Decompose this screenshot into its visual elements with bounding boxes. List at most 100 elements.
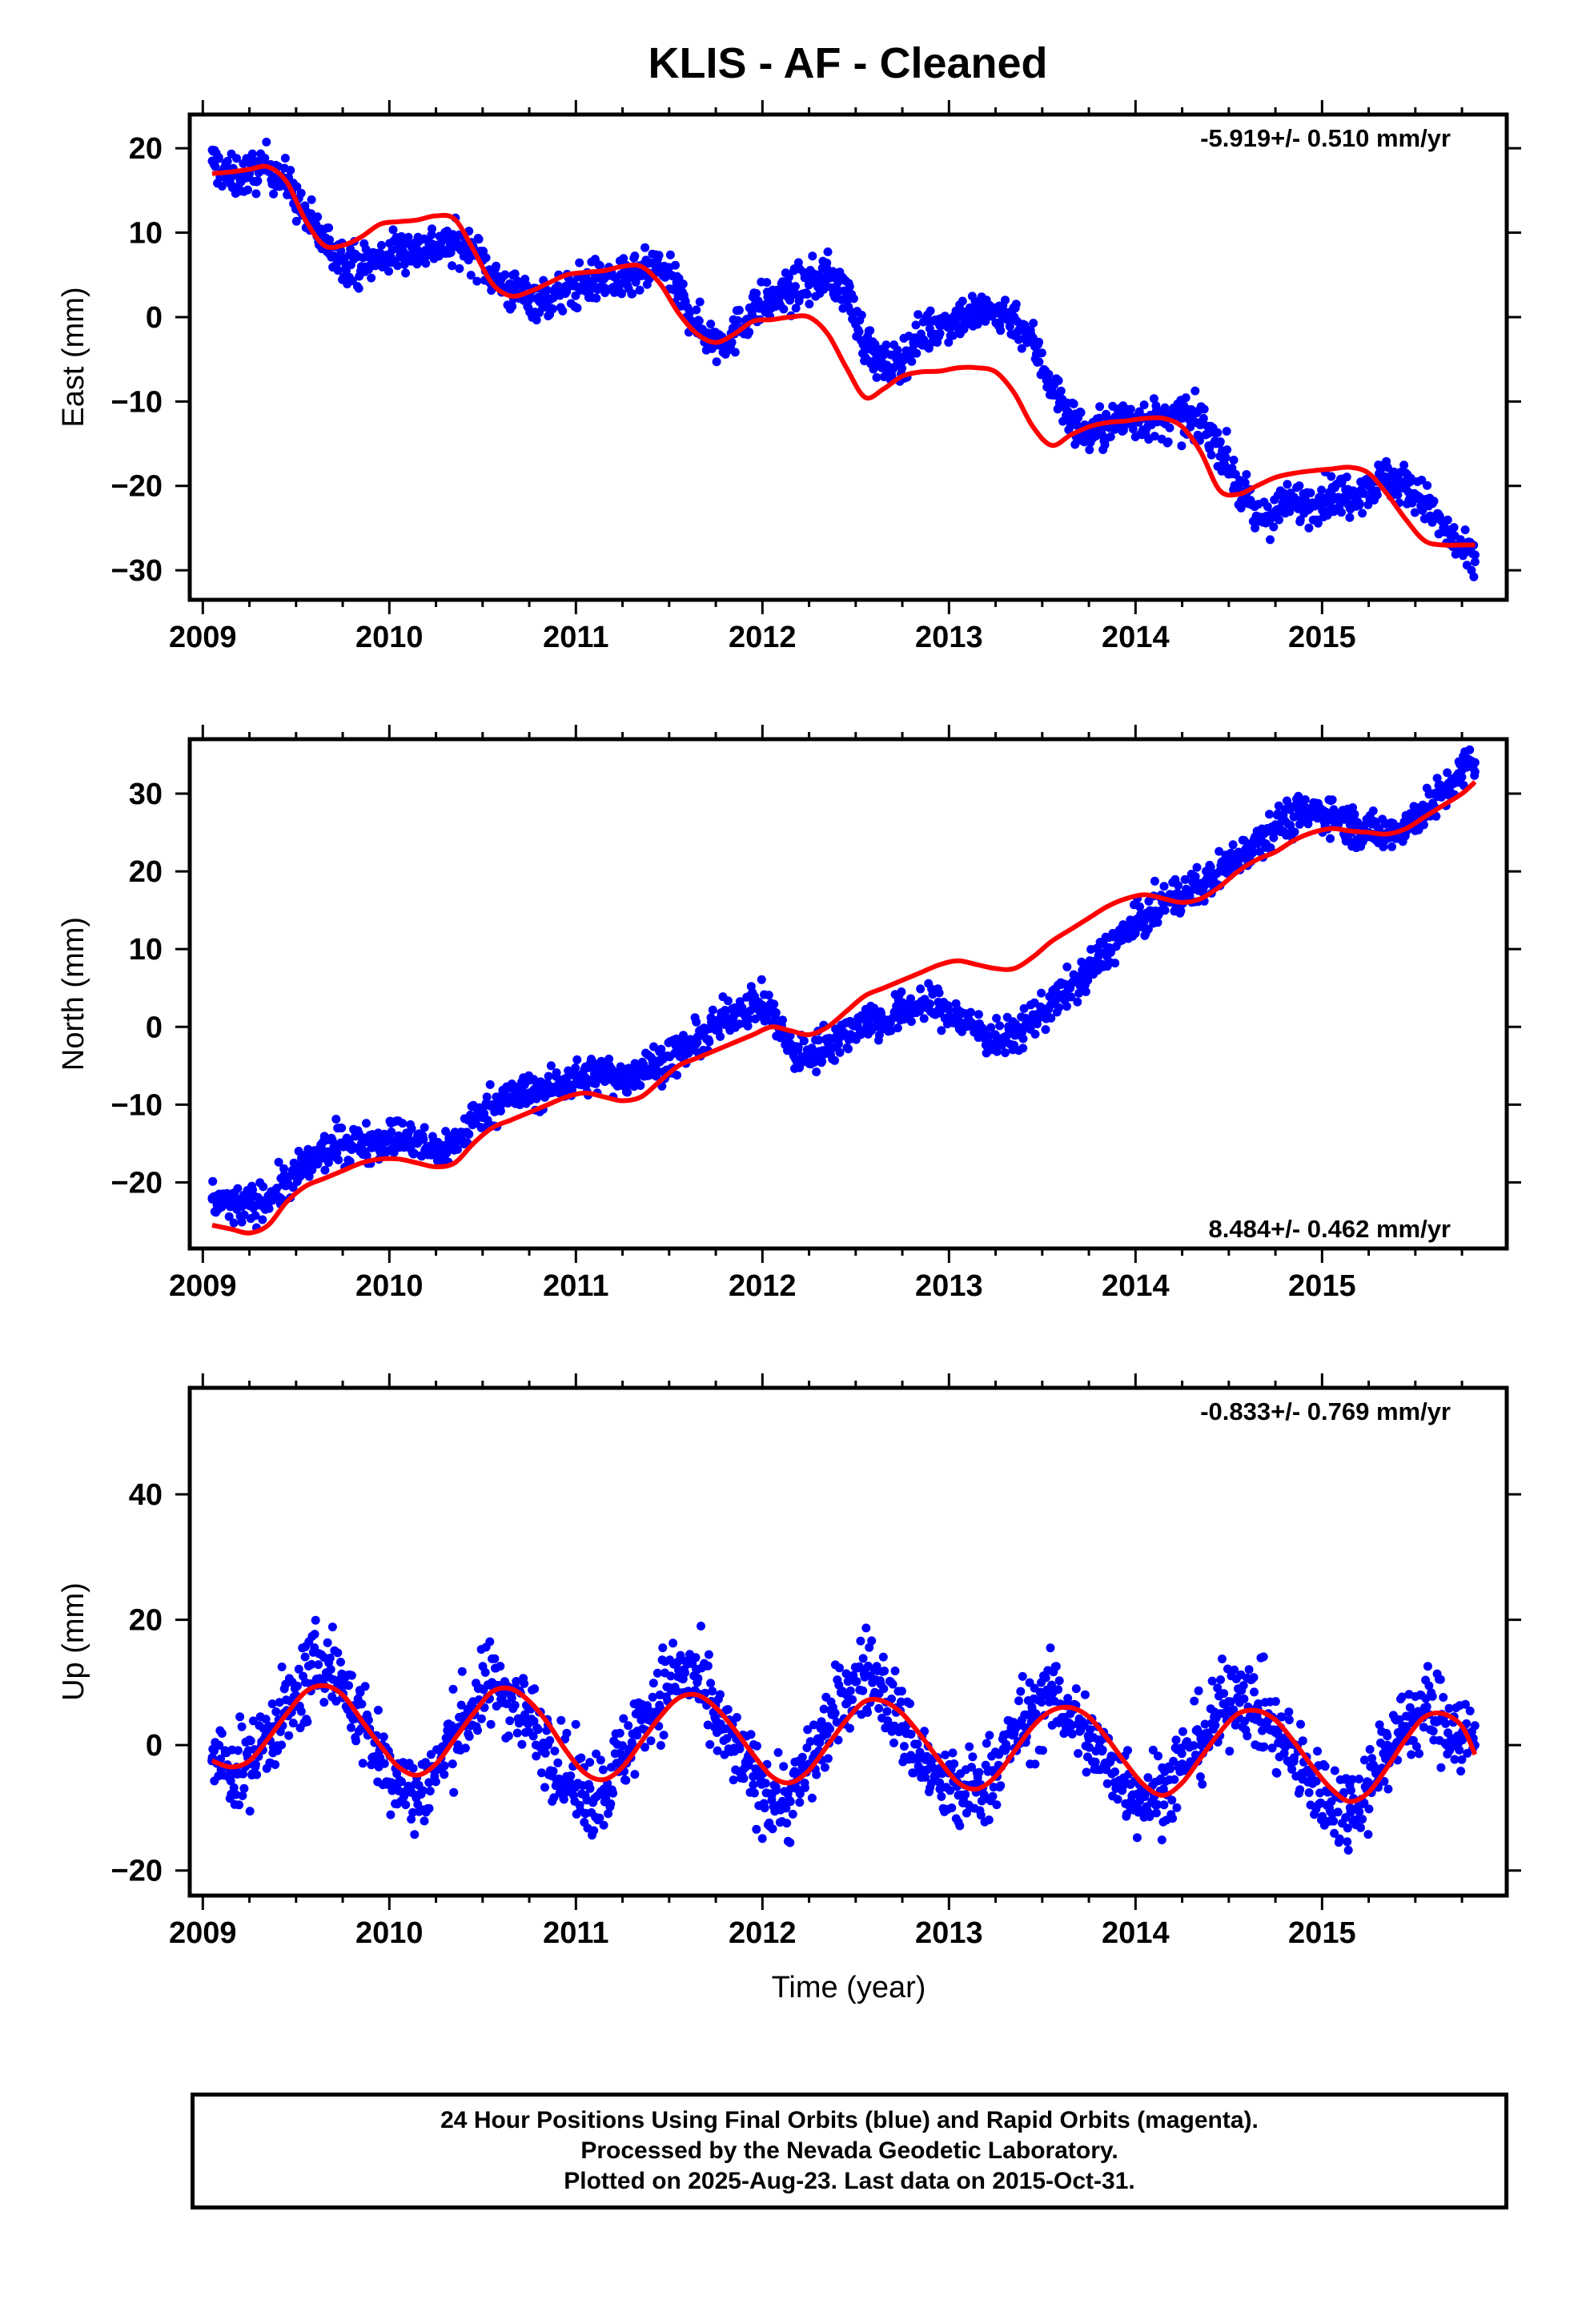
y-tick-label: 30 [129,778,163,811]
data-point [867,1636,877,1646]
data-point [1333,1807,1343,1817]
data-point [1383,1731,1392,1741]
data-point [1456,1767,1466,1776]
x-tick-label: 2010 [355,1916,424,1950]
data-point [749,1788,759,1798]
data-point [897,1697,905,1707]
data-point [803,1725,813,1735]
data-point [982,1739,991,1748]
data-point [1217,466,1227,476]
data-point [1153,918,1162,927]
data-point [802,290,812,299]
data-point [1455,1745,1464,1755]
data-point [944,338,954,347]
data-point [1355,1775,1363,1783]
data-point [1080,1690,1090,1699]
data-point [1177,441,1186,451]
data-point [264,1204,274,1213]
data-point [1397,1692,1407,1702]
trend-point [412,245,422,255]
data-point [1180,875,1190,884]
data-point [440,1761,449,1771]
data-point [1069,399,1078,408]
data-point [654,251,664,260]
data-point [549,1793,559,1803]
data-point [807,1793,817,1803]
data-point [692,305,701,315]
data-point [512,1677,521,1686]
data-point [934,988,944,998]
north-panel: 2009 2010 2011 2012 2013 2014 20153020100−10−2… [57,725,1521,1303]
data-point [247,149,257,159]
data-point [730,348,740,357]
data-point [1383,1784,1393,1794]
trend-point [1140,913,1150,923]
data-point [510,269,520,279]
data-point [773,1747,783,1757]
data-point [313,212,323,222]
data-point [542,285,552,295]
data-point [834,1039,843,1049]
data-point [691,1653,701,1663]
data-point [252,1770,262,1779]
data-point [1041,1673,1050,1683]
x-tick-label: 2011 [543,1269,608,1303]
data-point [407,1124,416,1133]
data-point [760,1803,769,1813]
data-point [1355,1807,1364,1816]
data-point [1411,1742,1421,1751]
data-point [1037,1698,1046,1707]
data-point [1313,1747,1322,1756]
ticks [175,1373,1521,1910]
data-point [1126,404,1135,414]
data-point [788,1809,797,1819]
data-point [817,1057,827,1066]
data-point [552,1068,561,1077]
trend-point [1345,820,1355,830]
data-point [473,1726,482,1735]
data-point [1207,1676,1217,1686]
data-point [704,1650,713,1659]
trend-point [506,1691,516,1699]
data-point [733,316,742,325]
data-point [950,1759,959,1768]
data-point [1178,1727,1187,1736]
trend-point [935,1003,945,1012]
data-point [333,266,343,275]
data-point [630,1770,640,1779]
trend-point [450,1139,460,1148]
data-point [1439,1693,1448,1702]
data-point [1149,394,1158,404]
trend-point [207,1193,217,1203]
trend-point [1457,549,1467,558]
data-point [723,996,733,1006]
data-point [1016,1687,1026,1696]
data-point [797,1752,807,1762]
data-point [648,1679,658,1688]
y-tick-label: −20 [111,470,163,504]
data-point [1095,402,1105,412]
trend-point [636,1715,646,1725]
data-point [1221,452,1231,462]
data-point [965,1742,974,1751]
data-point [394,1786,404,1795]
data-point [1229,456,1239,464]
trend-point [1047,999,1056,1008]
trend-point [1289,812,1299,822]
data-point [1444,1703,1454,1713]
data-point [324,223,334,232]
data-point [1290,827,1299,837]
data-point [1135,902,1144,911]
data-point [897,987,906,996]
data-point [1081,987,1090,996]
data-point [1122,1809,1131,1819]
data-point [420,1123,429,1132]
trend-point [916,329,926,339]
data-point [1443,515,1452,525]
data-point [1295,481,1304,491]
trend-point [1383,1740,1392,1750]
trend-point [785,1045,795,1055]
trend-point [263,1193,273,1203]
data-point [1419,820,1428,830]
